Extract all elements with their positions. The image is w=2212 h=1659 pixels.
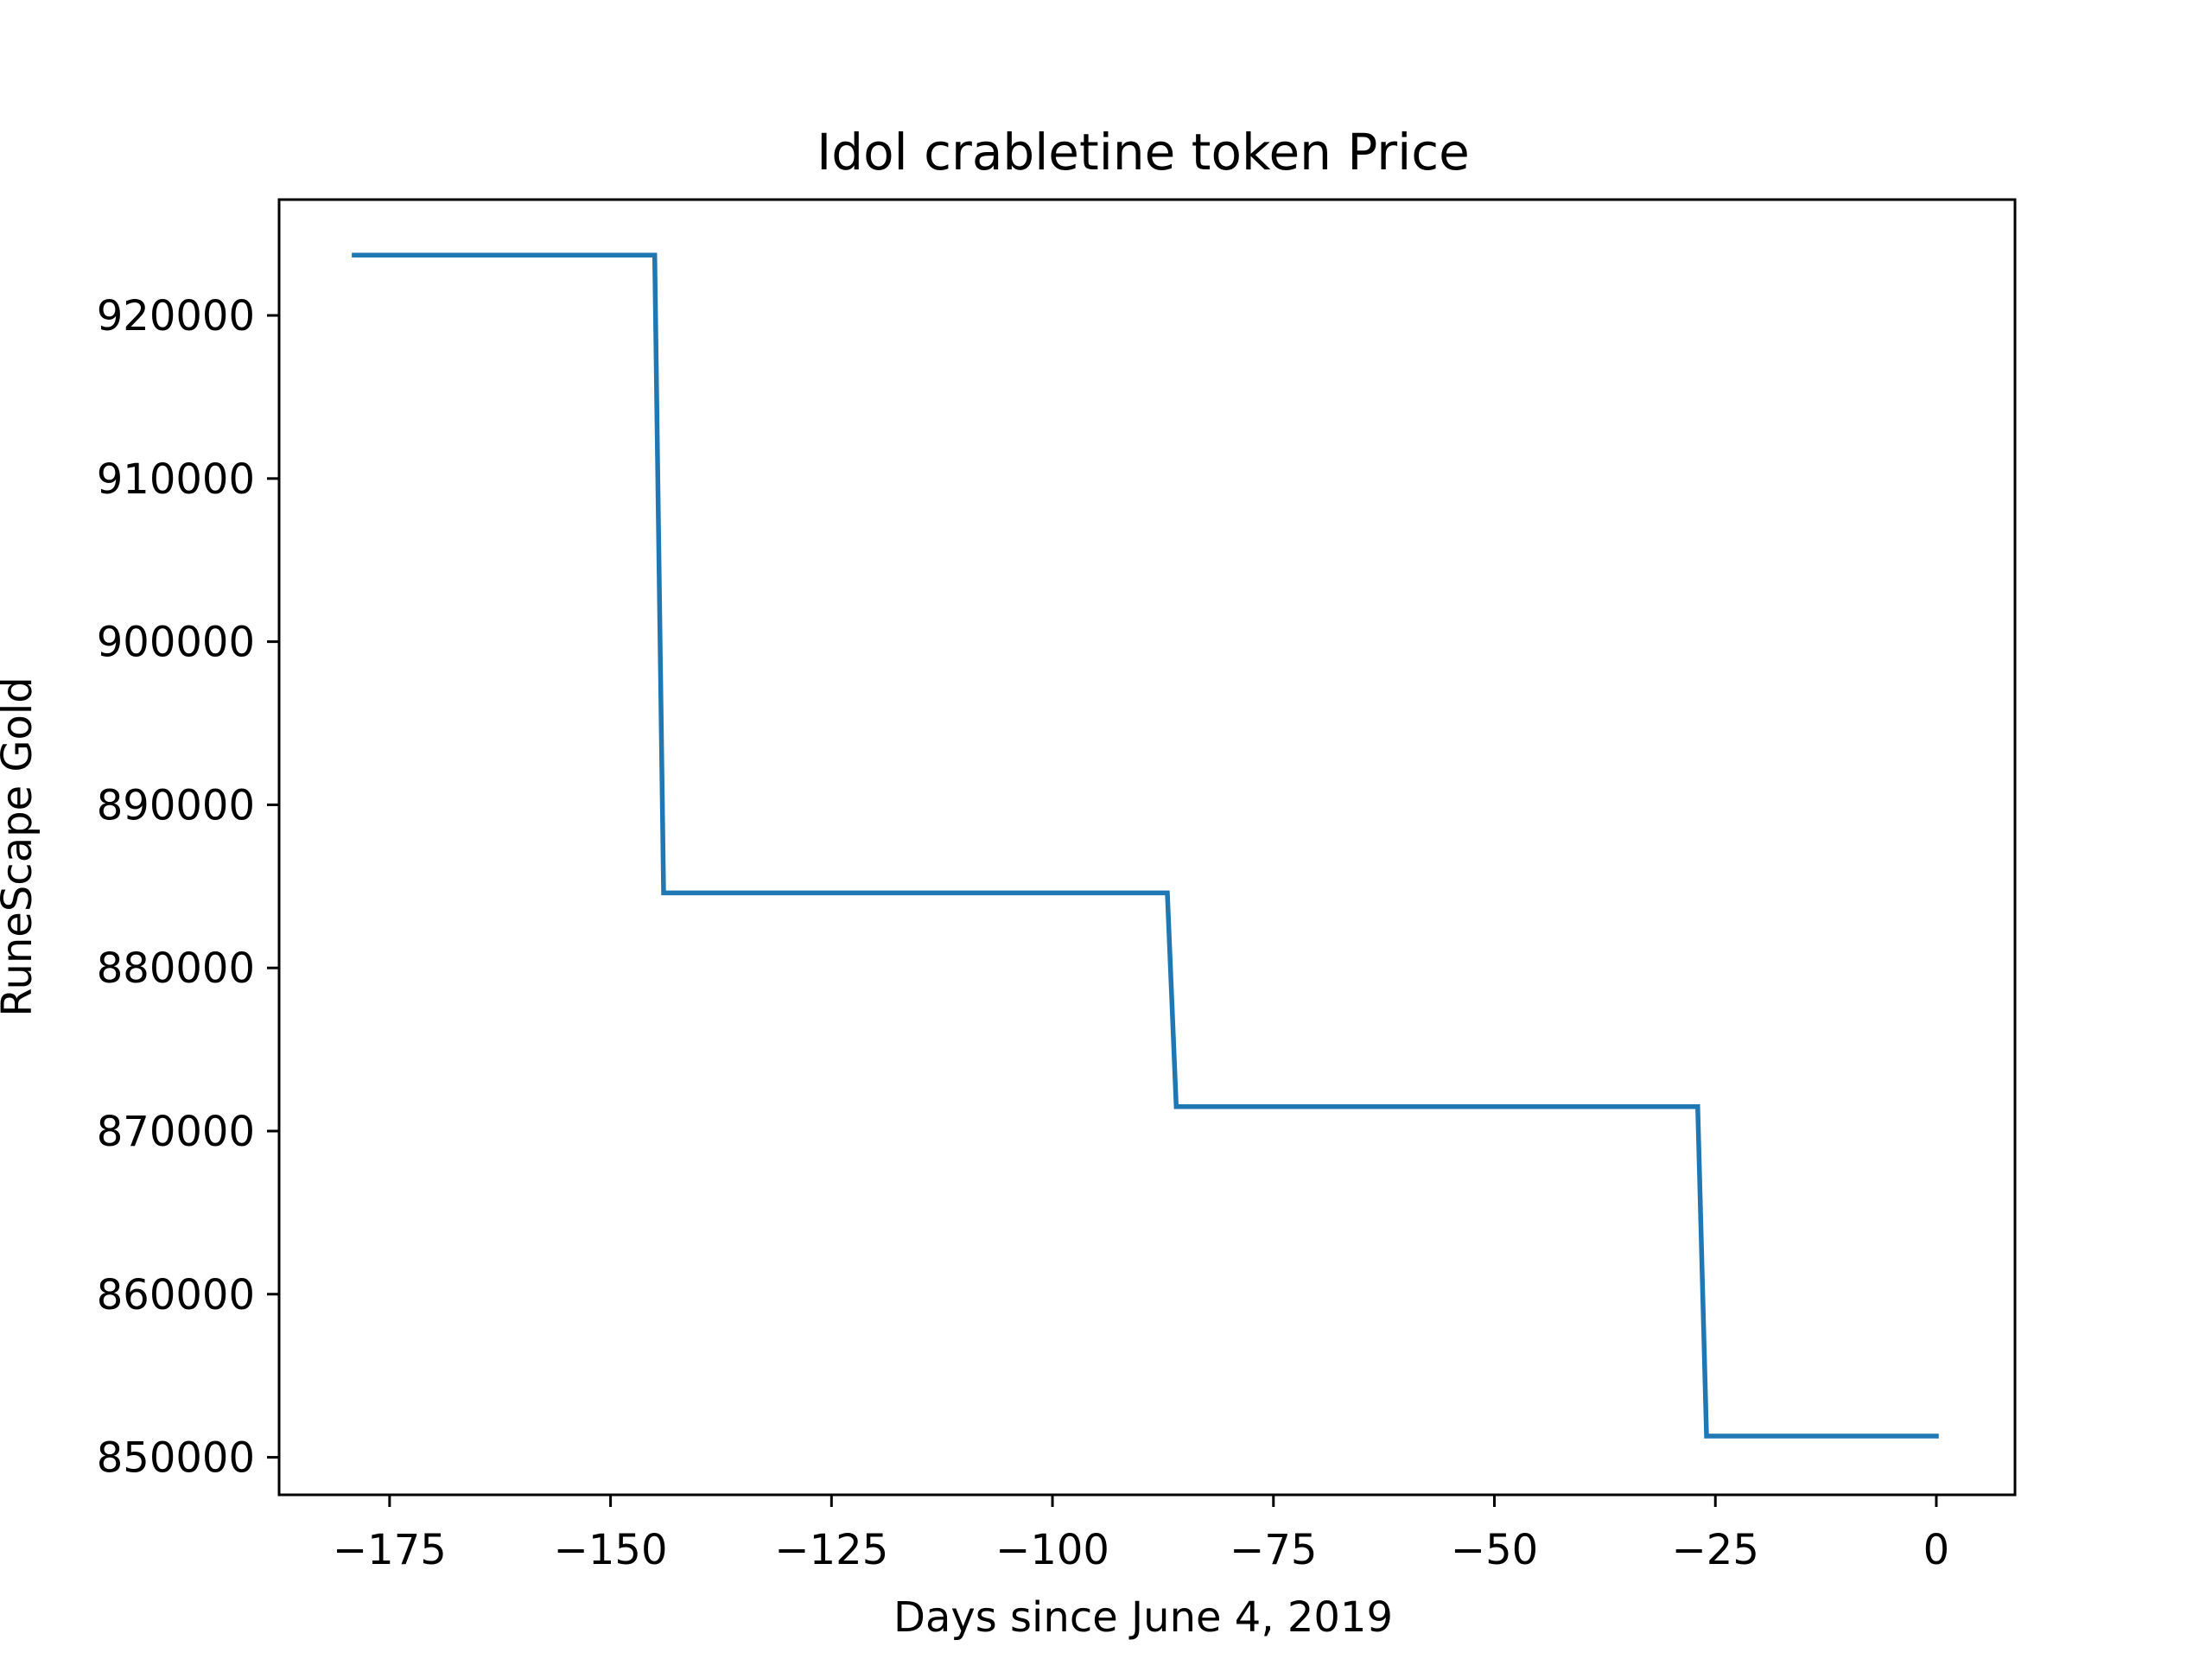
y-axis-label: RuneScape Gold [0, 677, 41, 1016]
x-tick-label: −175 [333, 1526, 447, 1574]
x-tick-label: −75 [1230, 1526, 1317, 1574]
y-tick-label: 860000 [97, 1271, 255, 1319]
y-tick-label: 890000 [97, 781, 255, 830]
x-tick-label: −50 [1451, 1526, 1538, 1574]
x-tick-label: 0 [1923, 1526, 1950, 1574]
x-tick-label: −25 [1672, 1526, 1759, 1574]
y-axis: 850000 860000 870000 880000 890000 900000 9100… [97, 292, 279, 1483]
x-tick-label: −100 [995, 1526, 1109, 1574]
y-tick-label: 910000 [97, 455, 255, 504]
plot-area [352, 252, 1939, 1439]
y-tick-label: 870000 [97, 1108, 255, 1156]
x-tick-label: −150 [554, 1526, 668, 1574]
chart-title: Idol crabletine token Price [817, 123, 1470, 181]
y-tick-label: 880000 [97, 944, 255, 993]
x-axis-label: Days since June 4, 2019 [893, 1593, 1393, 1642]
x-axis: −175 −150 −125 −100 −75 −50 −25 0 [333, 1495, 1949, 1574]
y-tick-label: 850000 [97, 1434, 255, 1483]
y-tick-label: 920000 [97, 292, 255, 340]
axes-frame [277, 198, 2017, 1497]
x-tick-label: −125 [774, 1526, 888, 1574]
series-line-0 [352, 252, 1939, 1439]
y-tick-label: 900000 [97, 619, 255, 667]
